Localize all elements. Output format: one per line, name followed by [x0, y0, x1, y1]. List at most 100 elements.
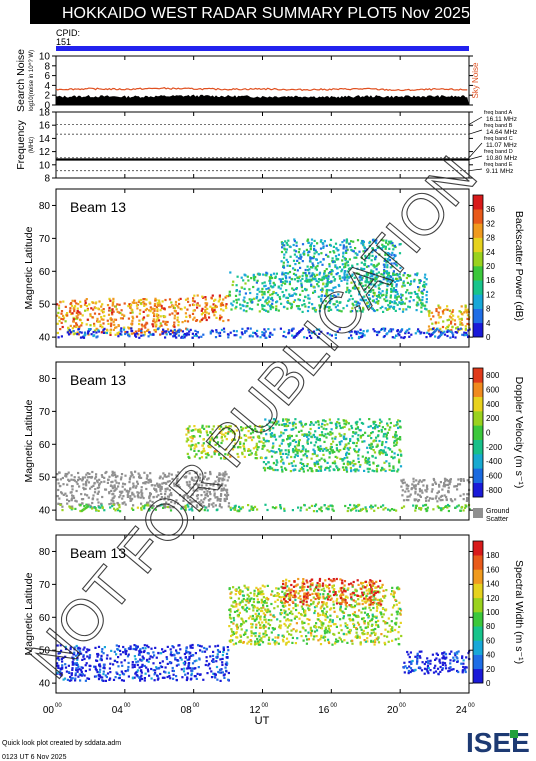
data-cell: [372, 249, 375, 252]
data-cell: [98, 671, 101, 674]
data-cell: [319, 638, 322, 641]
data-cell: [250, 428, 253, 431]
data-cell: [170, 500, 173, 504]
data-cell: [318, 438, 321, 441]
data-cell: [386, 284, 389, 288]
data-cell: [208, 487, 211, 490]
data-cell: [185, 471, 188, 474]
data-cell: [82, 486, 85, 489]
data-cell: [118, 674, 121, 677]
data-cell: [315, 251, 318, 254]
data-cell: [342, 244, 345, 247]
data-cell: [255, 623, 258, 626]
data-cell: [385, 270, 389, 273]
data-cell: [57, 336, 60, 339]
data-cell: [126, 495, 129, 498]
data-cell: [275, 292, 278, 295]
data-cell: [213, 309, 216, 312]
data-cell: [90, 475, 94, 479]
data-cell: [181, 505, 184, 508]
data-cell: [347, 336, 351, 340]
data-cell: [336, 449, 339, 452]
data-cell: [77, 648, 80, 651]
data-cell: [77, 333, 80, 336]
data-cell: [206, 490, 209, 493]
data-cell: [346, 509, 349, 513]
data-cell: [350, 281, 353, 284]
data-cell: [421, 298, 424, 302]
data-cell: [83, 488, 86, 491]
data-cell: [415, 498, 418, 501]
data-cell: [153, 302, 157, 306]
data-cell: [186, 658, 189, 661]
data-cell: [252, 598, 256, 601]
y-tick-label: 18: [39, 108, 51, 119]
data-cell: [329, 244, 332, 247]
data-cell: [74, 507, 77, 510]
data-cell: [337, 253, 340, 256]
data-cell: [236, 446, 240, 449]
data-cell: [119, 333, 122, 336]
data-cell: [357, 457, 360, 460]
data-cell: [258, 290, 261, 293]
data-cell: [350, 424, 353, 428]
data-cell: [97, 486, 101, 489]
data-cell: [377, 284, 380, 287]
data-cell: [206, 509, 209, 512]
data-cell: [77, 313, 80, 316]
data-cell: [80, 666, 83, 669]
data-cell: [74, 317, 77, 320]
data-cell: [211, 308, 214, 311]
data-cell: [167, 671, 170, 674]
data-cell: [343, 457, 346, 460]
data-cell: [123, 501, 126, 504]
data-cell: [126, 330, 129, 334]
data-cell: [393, 336, 396, 339]
data-cell: [295, 305, 299, 308]
data-cell: [189, 316, 192, 319]
data-cell: [129, 645, 132, 648]
data-cell: [268, 429, 271, 432]
data-cell: [252, 600, 255, 604]
data-cell: [71, 507, 74, 510]
data-cell: [465, 331, 468, 335]
data-cell: [131, 491, 134, 494]
data-cell: [212, 660, 215, 663]
data-cell: [383, 265, 386, 269]
data-cell: [377, 294, 381, 297]
data-cell: [140, 298, 143, 302]
data-cell: [423, 331, 426, 335]
data-cell: [223, 499, 226, 502]
data-cell: [77, 476, 80, 479]
data-cell: [369, 446, 372, 449]
data-cell: [119, 478, 123, 481]
data-cell: [85, 323, 88, 326]
data-cell: [122, 328, 126, 331]
data-cell: [299, 509, 302, 512]
data-cell: [247, 504, 250, 507]
data-cell: [216, 442, 219, 445]
data-cell: [116, 661, 119, 664]
data-cell: [227, 649, 230, 652]
data-cell: [334, 455, 337, 458]
data-cell: [399, 438, 402, 441]
data-cell: [197, 666, 200, 669]
data-cell: [319, 613, 322, 617]
data-cell: [129, 647, 132, 650]
data-cell: [205, 304, 208, 307]
data-cell: [282, 461, 285, 464]
data-cell: [151, 307, 154, 310]
data-cell: [74, 662, 77, 665]
data-cell: [386, 264, 389, 267]
data-cell: [285, 428, 288, 432]
data-cell: [422, 285, 425, 288]
data-cell: [214, 298, 217, 301]
data-cell: [89, 487, 92, 490]
data-cell: [240, 276, 243, 279]
data-cell: [359, 509, 362, 512]
data-cell: [263, 444, 266, 447]
data-cell: [332, 260, 335, 263]
data-cell: [176, 502, 180, 505]
data-cell: [306, 463, 309, 466]
data-cell: [464, 305, 467, 308]
